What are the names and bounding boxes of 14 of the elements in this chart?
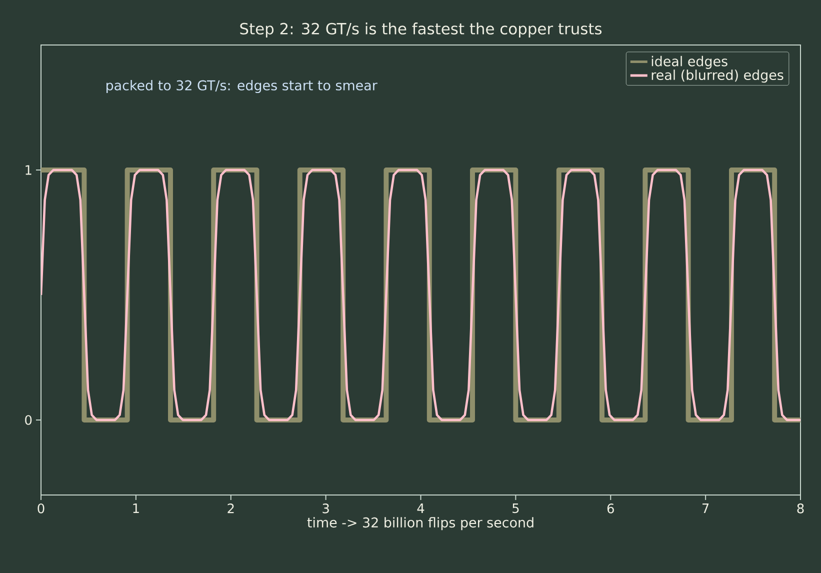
legend-label: ideal edges (652, 56, 728, 69)
x-tick-label: 2 (228, 504, 234, 514)
annotation: packed to 32 GT/s: edges start to smear (106, 80, 378, 94)
x-tick-label: 8 (797, 504, 804, 514)
x-axis-title: time -> 32 billion flips per second (307, 517, 534, 530)
x-tick-label: 3 (322, 504, 329, 514)
x-tick-label: 5 (512, 504, 519, 514)
x-tick-label: 6 (607, 504, 614, 514)
legend-label: real (blurred) edges (652, 70, 784, 83)
x-tick-label: 1 (133, 504, 139, 513)
chart-title: Step 2: 32 GT/s is the fastest the copper trusts (240, 22, 602, 38)
x-tick-label: 7 (702, 504, 709, 513)
x-tick-label: 4 (417, 504, 424, 513)
x-tick-label: 0 (38, 504, 44, 514)
